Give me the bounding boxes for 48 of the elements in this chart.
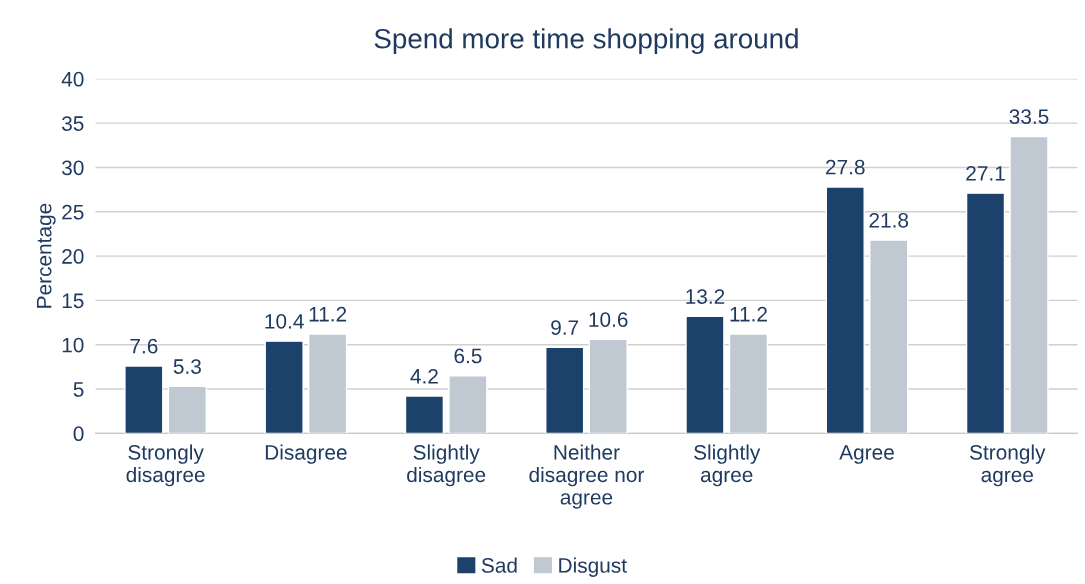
data-label: 11.2 xyxy=(309,306,347,322)
x-tick-label: Strongly agree xyxy=(970,444,1046,487)
x-tick-label: Disagree xyxy=(265,444,347,464)
data-label: 4.2 xyxy=(410,368,438,384)
y-tick-label: 30 xyxy=(61,160,84,176)
y-tick-label: 10 xyxy=(62,337,84,353)
bar xyxy=(167,385,207,434)
bar xyxy=(404,395,445,434)
y-tick-label: 35 xyxy=(61,116,84,131)
x-tick-label: Slightly disagree xyxy=(407,444,486,487)
y-tick-label: 15 xyxy=(62,293,84,309)
data-label: 21.8 xyxy=(869,212,909,228)
legend-label: Sad xyxy=(481,557,517,573)
data-label: 11.2 xyxy=(730,306,767,322)
data-label: 33.5 xyxy=(1009,109,1049,124)
data-label: 9.7 xyxy=(551,320,579,335)
bar xyxy=(545,346,585,434)
bar xyxy=(728,333,769,434)
bar xyxy=(825,186,865,434)
y-axis-title: Percentage xyxy=(36,203,56,308)
bar xyxy=(308,333,348,434)
data-label: 5.3 xyxy=(173,359,201,374)
bar xyxy=(264,340,304,434)
chart-title: Spend more time shopping around xyxy=(374,28,798,55)
y-tick-label: 0 xyxy=(73,426,84,442)
bar xyxy=(685,315,725,434)
bar xyxy=(448,375,488,434)
data-label: 6.5 xyxy=(454,348,482,364)
bar xyxy=(588,338,628,434)
bar xyxy=(869,239,909,434)
data-label: 27.1 xyxy=(966,165,1005,181)
data-label: 10.6 xyxy=(589,312,628,327)
x-tick-label: Agree xyxy=(839,445,894,464)
x-tick-label: Neither disagree nor agree xyxy=(529,444,645,509)
bar xyxy=(965,192,1006,434)
y-tick-label: 40 xyxy=(61,71,84,87)
y-tick-label: 5 xyxy=(73,382,84,397)
data-label: 7.6 xyxy=(130,338,158,354)
data-label: 10.4 xyxy=(265,313,304,329)
bar xyxy=(124,365,164,434)
y-tick-label: 20 xyxy=(62,249,84,264)
x-tick-label: Slightly agree xyxy=(694,444,761,487)
data-label: 13.2 xyxy=(686,289,725,304)
data-label: 27.8 xyxy=(826,159,865,175)
x-tick-label: Strongly disagree xyxy=(126,444,205,487)
legend-label: Disgust xyxy=(559,557,627,577)
bar xyxy=(1009,135,1049,434)
y-tick-label: 25 xyxy=(62,204,84,220)
